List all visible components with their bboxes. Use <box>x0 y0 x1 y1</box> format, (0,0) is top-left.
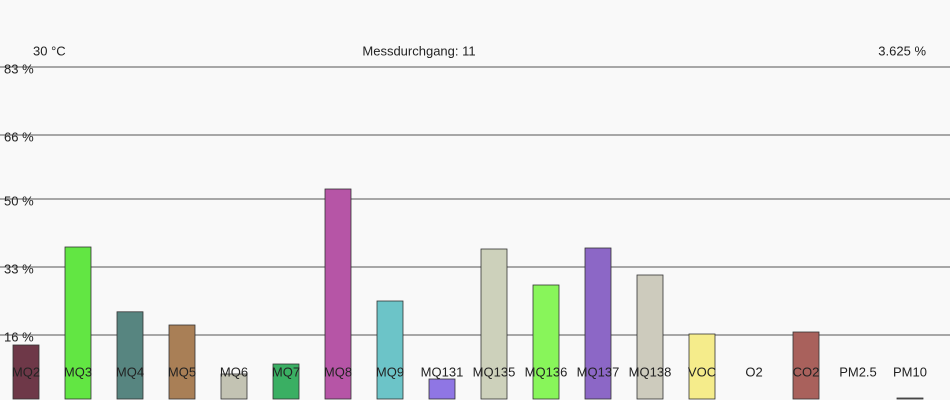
bar <box>272 363 300 400</box>
x-tick-label: PM10 <box>893 364 927 379</box>
bar <box>64 246 92 400</box>
x-tick-label: O2 <box>745 364 762 379</box>
bar <box>168 324 196 400</box>
y-tick-label: 16 % <box>4 329 34 344</box>
right-label: 3.625 % <box>878 43 926 58</box>
bar <box>376 300 404 400</box>
chart-title: Messdurchgang: 11 <box>362 43 475 58</box>
x-tick-label: CO2 <box>793 364 820 379</box>
bar <box>896 397 924 400</box>
x-tick-label: MQ131 <box>421 364 464 379</box>
x-tick-label: MQ6 <box>220 364 248 379</box>
bar <box>428 378 456 400</box>
x-tick-label: MQ7 <box>272 364 300 379</box>
y-tick-label: 50 % <box>4 193 34 208</box>
x-tick-label: MQ2 <box>12 364 40 379</box>
x-tick-label: PM2.5 <box>839 364 877 379</box>
bar <box>792 331 820 400</box>
bar <box>480 248 508 400</box>
bar <box>324 188 352 400</box>
x-tick-label: MQ138 <box>629 364 672 379</box>
bar <box>220 373 248 400</box>
y-tick-label: 66 % <box>4 129 34 144</box>
bar <box>688 333 716 400</box>
y-tick-label: 83 % <box>4 61 34 76</box>
y-tick-label: 33 % <box>4 261 34 276</box>
bar <box>584 247 612 400</box>
x-tick-label: MQ137 <box>577 364 620 379</box>
bar <box>12 344 40 400</box>
x-tick-label: MQ4 <box>116 364 144 379</box>
x-tick-label: MQ9 <box>376 364 404 379</box>
x-tick-label: MQ3 <box>64 364 92 379</box>
x-tick-label: MQ8 <box>324 364 352 379</box>
bar <box>532 284 560 400</box>
bar <box>116 311 144 400</box>
x-tick-label: MQ135 <box>473 364 516 379</box>
x-tick-label: MQ136 <box>525 364 568 379</box>
bar <box>636 274 664 400</box>
left-label: 30 °C <box>33 43 66 58</box>
x-tick-label: MQ5 <box>168 364 196 379</box>
x-tick-label: VOC <box>688 364 716 379</box>
